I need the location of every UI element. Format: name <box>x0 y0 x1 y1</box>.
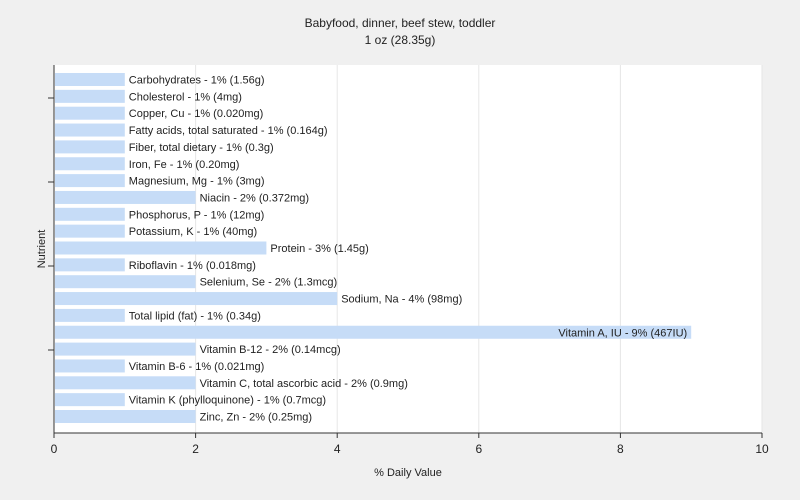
bar <box>55 393 125 407</box>
x-tick-label: 0 <box>51 442 58 456</box>
bar-label: Total lipid (fat) - 1% (0.34g) <box>129 310 261 322</box>
bar <box>55 89 125 103</box>
bar-label: Vitamin K (phylloquinone) - 1% (0.7mcg) <box>129 395 326 407</box>
bar <box>55 292 338 306</box>
x-tick-label: 6 <box>475 442 482 456</box>
bar-label: Vitamin A, IU - 9% (467IU) <box>558 327 687 339</box>
bar-label: Vitamin B-6 - 1% (0.021mg) <box>129 361 265 373</box>
y-axis-label: Nutrient <box>36 230 48 269</box>
bar-label: Cholesterol - 1% (4mg) <box>129 91 242 103</box>
bar-label: Iron, Fe - 1% (0.20mg) <box>129 159 240 171</box>
bar <box>55 275 196 289</box>
bar-label: Fatty acids, total saturated - 1% (0.164… <box>129 125 328 137</box>
bar-label: Vitamin C, total ascorbic acid - 2% (0.9… <box>200 378 408 390</box>
bar <box>55 410 196 423</box>
bar-label: Sodium, Na - 4% (98mg) <box>341 294 462 306</box>
x-axis-ticks: 0 2 4 6 8 10 <box>51 433 769 456</box>
chart-subtitle: 1 oz (28.35g) <box>364 33 436 47</box>
bar <box>55 174 125 188</box>
bar <box>55 106 125 120</box>
bar <box>55 123 125 137</box>
bar-label: Potassium, K - 1% (40mg) <box>129 226 257 238</box>
bar-label: Protein - 3% (1.45g) <box>270 243 368 255</box>
x-tick-label: 10 <box>755 442 769 456</box>
x-tick-label: 2 <box>192 442 199 456</box>
grid-lines <box>195 65 763 433</box>
bar-label: Copper, Cu - 1% (0.020mg) <box>129 108 264 120</box>
bar-label: Phosphorus, P - 1% (12mg) <box>129 209 265 221</box>
chart-title: Babyfood, dinner, beef stew, toddler <box>304 16 496 30</box>
bar <box>55 359 125 373</box>
axes <box>48 65 762 434</box>
bar-label: Selenium, Se - 2% (1.3mcg) <box>200 277 338 289</box>
bar-label: Vitamin B-12 - 2% (0.14mcg) <box>200 344 341 356</box>
x-tick-label: 4 <box>334 442 341 456</box>
bar <box>55 224 125 238</box>
bar <box>55 140 125 154</box>
x-tick-label: 8 <box>617 442 624 456</box>
bar <box>55 207 125 221</box>
bar-label: Niacin - 2% (0.372mg) <box>200 192 309 204</box>
bar <box>55 241 267 255</box>
bar-label: Zinc, Zn - 2% (0.25mg) <box>200 412 312 424</box>
bar-label: Riboflavin - 1% (0.018mg) <box>129 260 256 272</box>
bar-label: Fiber, total dietary - 1% (0.3g) <box>129 142 274 154</box>
bar <box>55 325 692 339</box>
bar <box>55 190 196 204</box>
bar <box>55 258 125 272</box>
bar-label: Magnesium, Mg - 1% (3mg) <box>129 176 265 188</box>
bar <box>55 308 125 322</box>
bar <box>55 376 196 390</box>
bars: Carbohydrates - 1% (1.56g) Cholesterol - … <box>55 73 692 424</box>
x-axis-label: % Daily Value <box>374 467 442 479</box>
bar <box>55 73 125 86</box>
bar <box>55 342 196 356</box>
bar-label: Carbohydrates - 1% (1.56g) <box>129 75 265 87</box>
bar <box>55 157 125 171</box>
